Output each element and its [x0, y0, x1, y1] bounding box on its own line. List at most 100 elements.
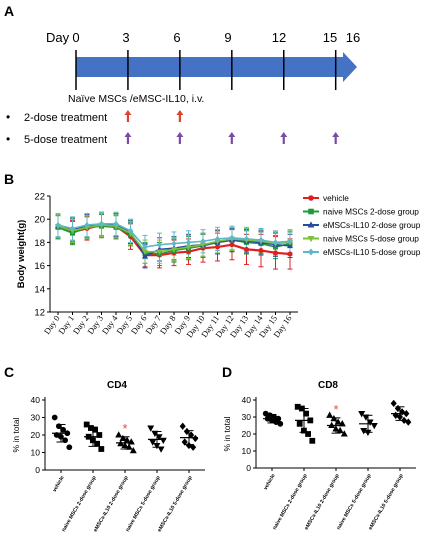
x-tick-label: eMSCs-IL10 2-dose group — [93, 475, 130, 533]
data-point — [366, 419, 374, 426]
data-point — [287, 251, 293, 257]
legend-marker — [307, 221, 315, 228]
data-point — [277, 420, 284, 427]
data-point — [142, 243, 148, 251]
data-point — [96, 432, 103, 438]
x-tick-label: naive MSCs 2-dose group — [272, 473, 309, 531]
x-tick-label: vehicle — [52, 475, 66, 493]
data-point — [215, 244, 220, 250]
timeline-day-numbers: 0 3 6 9 12 15 16 — [72, 30, 360, 45]
data-point — [69, 225, 76, 232]
data-point — [147, 425, 155, 432]
chart-title: CD8 — [318, 380, 338, 391]
row-bullet-5dose: • — [6, 132, 10, 146]
data-point — [273, 250, 278, 256]
day-number-6: 6 — [173, 30, 180, 45]
data-point — [127, 227, 134, 234]
day-number-15: 15 — [323, 30, 337, 45]
significance-star: * — [122, 421, 127, 436]
legend-marker — [308, 208, 314, 215]
legend-marker — [307, 236, 315, 243]
data-point — [129, 446, 137, 454]
data-point — [390, 399, 397, 408]
data-point — [192, 434, 199, 443]
timeline-bar — [76, 57, 343, 77]
data-point — [185, 239, 192, 246]
data-point — [55, 221, 61, 229]
panel-c-letter: C — [4, 364, 14, 380]
legend-marker — [308, 195, 314, 201]
y-axis-title: % in total — [11, 417, 21, 452]
legend-label: naive MSCs 2-dose group — [323, 207, 419, 217]
y-tick-label: 40 — [31, 395, 41, 405]
data-point — [84, 221, 90, 229]
data-point — [405, 418, 412, 426]
y-tick-label: 30 — [242, 412, 252, 422]
data-point — [326, 411, 334, 418]
data-point — [98, 446, 105, 452]
y-axis-title: Body weight(g) — [16, 220, 27, 289]
data-point — [258, 236, 264, 244]
row-label-2dose: 2-dose treatment — [24, 112, 107, 124]
y-tick-label: 12 — [34, 308, 45, 319]
row-label-5dose: 5-dose treatment — [24, 134, 107, 146]
y-tick-label: 20 — [34, 215, 45, 226]
data-point — [229, 242, 235, 248]
data-point — [214, 235, 221, 243]
data-point — [336, 426, 344, 434]
data-point — [179, 422, 186, 430]
data-point — [181, 438, 188, 446]
data-point — [113, 220, 119, 228]
y-tick-label: 0 — [246, 463, 251, 473]
x-tick-label: eMSCs-IL10 5-dose group — [157, 475, 194, 533]
x-tick-label: eMSCs-IL10 5-dose group — [368, 473, 405, 531]
data-point — [358, 411, 366, 418]
data-point — [98, 220, 105, 228]
legend-label: eMSCs-IL10 5-dose group — [323, 247, 421, 257]
significance-star: * — [333, 402, 338, 417]
timeline-day-label: Day — [46, 30, 70, 45]
timeline-arrow — [75, 50, 357, 144]
day-number-9: 9 — [224, 30, 231, 45]
y-tick-label: 22 — [34, 192, 45, 203]
data-point — [244, 246, 249, 252]
dose-arrow-head — [124, 132, 132, 137]
y-tick-label: 20 — [242, 429, 252, 439]
data-point — [51, 414, 58, 421]
legend-label: vehicle — [323, 193, 349, 203]
data-point — [287, 238, 293, 245]
data-point — [156, 249, 163, 256]
dose-arrow-head — [280, 132, 288, 137]
day-number-16: 16 — [346, 30, 360, 45]
data-point — [272, 239, 279, 246]
data-point — [190, 443, 197, 451]
dose-arrow-head — [228, 132, 236, 137]
y-tick-label: 40 — [242, 395, 252, 405]
y-tick-label: 14 — [34, 284, 45, 295]
data-point — [66, 444, 73, 451]
x-tick-label: naive MSCs 5-dose group — [125, 475, 162, 533]
data-point — [229, 234, 235, 241]
dose-arrow-head — [332, 132, 340, 137]
chart-title: CD4 — [107, 380, 127, 391]
data-point — [171, 240, 177, 247]
panel-a-letter: A — [4, 3, 14, 19]
legend-label: naive MSCs 5-dose group — [323, 234, 419, 244]
panel-d-letter: D — [222, 364, 232, 380]
legend-label: eMSCs-IL10 2-dose group — [323, 220, 421, 230]
data-point — [296, 420, 303, 427]
x-tick-label: vehicle — [263, 473, 277, 491]
legend: vehicle naive MSCs 2-dose group eMSCs-IL10… — [303, 193, 421, 257]
dose-schedule: • 2-dose treatment • 5-dose treatment — [6, 110, 107, 146]
data-point — [340, 430, 348, 437]
dose-arrow-head — [124, 110, 132, 115]
y-tick-label: 16 — [34, 261, 45, 272]
data-point — [62, 437, 68, 444]
data-point — [115, 431, 123, 438]
y-tick-label: 10 — [242, 446, 252, 456]
data-point — [141, 252, 149, 259]
data-point — [309, 437, 316, 444]
